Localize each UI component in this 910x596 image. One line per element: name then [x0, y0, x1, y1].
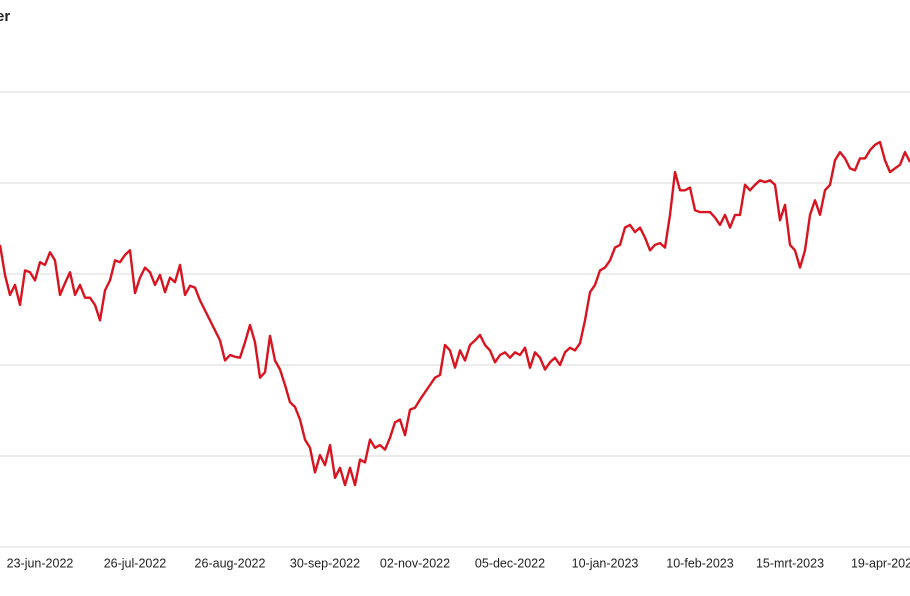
chart-title: er: [0, 8, 10, 25]
x-tick-label: 10-jan-2023: [572, 556, 639, 570]
x-tick-label: 19-apr-2023: [851, 556, 910, 570]
x-tick-label: 02-nov-2022: [380, 556, 450, 570]
x-tick-label: 30-sep-2022: [290, 556, 360, 570]
x-tick-label: 15-mrt-2023: [756, 556, 824, 570]
x-tick-label: 26-jul-2022: [104, 556, 167, 570]
data-line: [0, 140, 910, 487]
x-tick-label: 10-feb-2023: [666, 556, 733, 570]
x-tick-label: 23-jun-2022: [7, 556, 74, 570]
x-tick-label: 26-aug-2022: [195, 556, 266, 570]
x-tick-label: 05-dec-2022: [475, 556, 545, 570]
